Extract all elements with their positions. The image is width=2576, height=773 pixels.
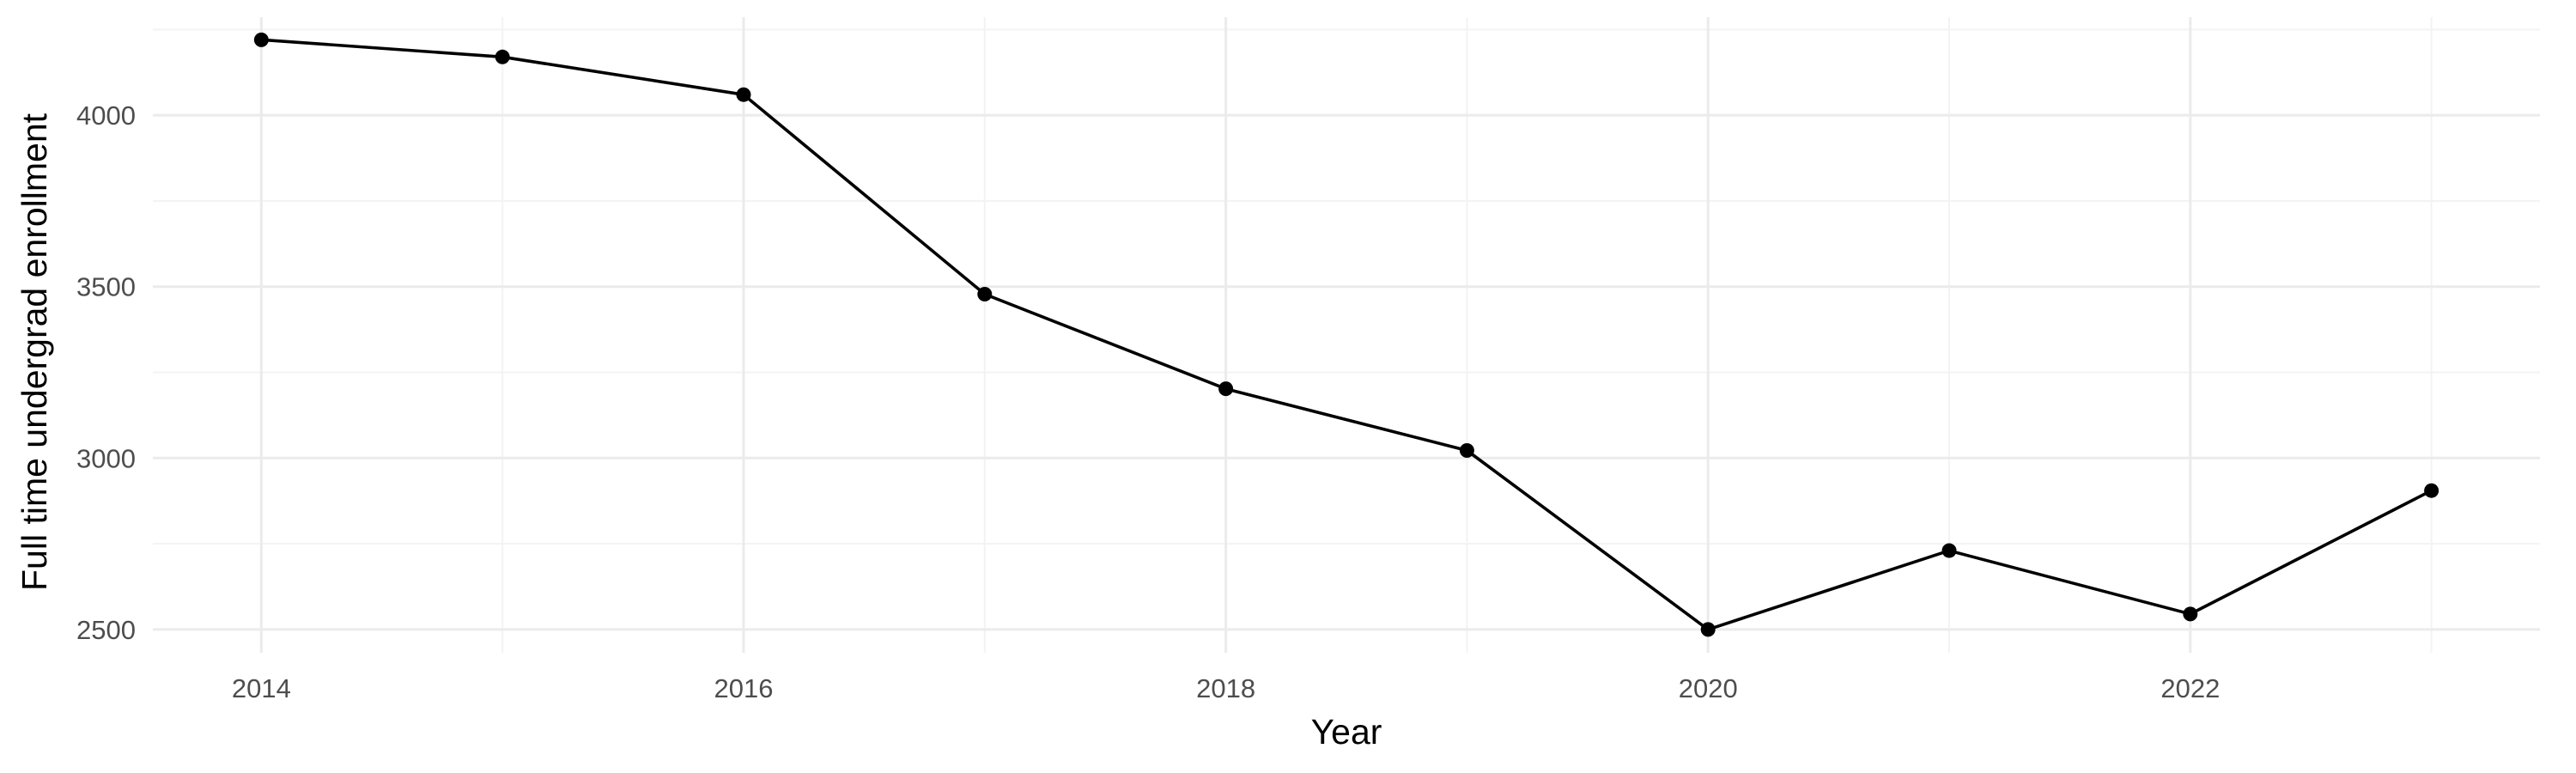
y-axis-title: Full time undergrad enrollment (15, 113, 54, 591)
tick-labels: 2014 2016 2018 2020 2022 2500 3000 3500 4000 (76, 100, 2220, 703)
series-line (261, 38, 2433, 631)
data-point (977, 287, 993, 302)
data-point (736, 87, 751, 102)
x-axis-title: Year (1311, 712, 1382, 752)
y-tick-label: 2500 (76, 615, 136, 645)
data-point (1700, 622, 1716, 637)
y-tick-label: 3000 (76, 443, 136, 473)
data-point (253, 32, 269, 47)
grid-lines (153, 17, 2540, 653)
x-tick-label: 2014 (232, 673, 291, 703)
y-tick-label: 4000 (76, 100, 136, 131)
data-point (2183, 606, 2198, 622)
data-point (1941, 543, 1957, 558)
data-point (1459, 443, 1474, 459)
x-tick-label: 2020 (1679, 673, 1738, 703)
y-tick-label: 3500 (76, 272, 136, 302)
series (253, 32, 2439, 637)
data-point (495, 49, 510, 64)
data-point (2424, 483, 2439, 498)
x-tick-label: 2022 (2160, 673, 2220, 703)
x-tick-label: 2018 (1196, 673, 1255, 703)
data-point (1218, 381, 1234, 397)
x-tick-label: 2016 (714, 673, 773, 703)
